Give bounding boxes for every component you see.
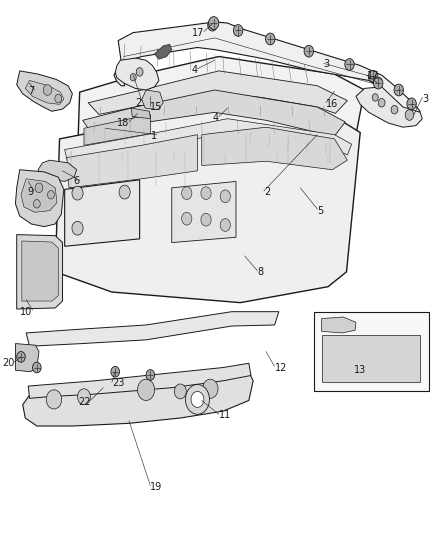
Circle shape <box>55 94 62 103</box>
Circle shape <box>378 99 385 107</box>
Circle shape <box>35 183 43 192</box>
Text: 3: 3 <box>324 60 330 69</box>
Text: 19: 19 <box>150 482 162 492</box>
Circle shape <box>182 187 192 199</box>
Polygon shape <box>114 22 420 117</box>
Polygon shape <box>28 364 251 398</box>
Polygon shape <box>15 169 64 227</box>
Text: 17: 17 <box>367 71 379 81</box>
Polygon shape <box>15 344 39 372</box>
Polygon shape <box>202 127 347 169</box>
Text: 18: 18 <box>117 118 129 128</box>
Text: 2: 2 <box>264 187 270 197</box>
Polygon shape <box>83 90 345 139</box>
Circle shape <box>138 379 155 400</box>
Polygon shape <box>321 317 356 333</box>
Text: 2: 2 <box>135 98 142 108</box>
Circle shape <box>201 213 211 226</box>
Polygon shape <box>17 235 63 309</box>
Polygon shape <box>155 44 172 59</box>
Circle shape <box>32 362 41 373</box>
Circle shape <box>208 17 219 29</box>
Circle shape <box>220 219 230 231</box>
Polygon shape <box>38 160 77 181</box>
Polygon shape <box>21 179 57 212</box>
Polygon shape <box>75 56 364 256</box>
Text: 23: 23 <box>112 378 124 389</box>
Text: 10: 10 <box>20 306 32 317</box>
Text: 4: 4 <box>191 65 198 75</box>
Text: 3: 3 <box>422 94 428 104</box>
Circle shape <box>345 59 354 70</box>
Polygon shape <box>65 119 352 159</box>
Circle shape <box>174 384 186 399</box>
Circle shape <box>136 68 143 76</box>
Circle shape <box>72 186 83 200</box>
Circle shape <box>46 390 62 409</box>
Polygon shape <box>314 312 429 391</box>
Polygon shape <box>321 335 420 382</box>
Text: 20: 20 <box>2 358 14 368</box>
Circle shape <box>185 384 209 414</box>
Text: 12: 12 <box>275 362 287 373</box>
Polygon shape <box>131 108 150 119</box>
Polygon shape <box>22 241 58 301</box>
Polygon shape <box>172 181 236 243</box>
Polygon shape <box>23 368 253 426</box>
Circle shape <box>191 391 204 407</box>
Polygon shape <box>67 135 198 188</box>
Text: 8: 8 <box>258 267 264 277</box>
Circle shape <box>146 369 155 380</box>
Text: 6: 6 <box>74 176 80 187</box>
Text: 15: 15 <box>150 102 162 112</box>
Text: 1: 1 <box>151 131 157 141</box>
Circle shape <box>372 94 378 101</box>
Circle shape <box>374 77 383 89</box>
Circle shape <box>78 389 90 405</box>
Text: 22: 22 <box>78 397 90 407</box>
Polygon shape <box>65 180 140 246</box>
Text: 5: 5 <box>318 206 324 216</box>
Text: 16: 16 <box>326 99 338 109</box>
Circle shape <box>72 221 83 235</box>
Text: 9: 9 <box>28 187 34 197</box>
Circle shape <box>208 19 217 31</box>
Circle shape <box>17 352 25 362</box>
Circle shape <box>368 70 378 82</box>
Text: 7: 7 <box>28 86 35 96</box>
Polygon shape <box>25 80 64 104</box>
Circle shape <box>119 185 130 199</box>
Polygon shape <box>55 104 360 303</box>
Polygon shape <box>26 312 279 346</box>
Circle shape <box>394 84 403 96</box>
Text: 17: 17 <box>191 28 204 38</box>
Circle shape <box>111 367 120 377</box>
Polygon shape <box>84 115 150 146</box>
Circle shape <box>220 190 230 203</box>
Circle shape <box>33 199 40 208</box>
Circle shape <box>405 110 414 120</box>
Circle shape <box>182 212 192 225</box>
Circle shape <box>233 25 243 36</box>
Polygon shape <box>17 71 72 111</box>
Circle shape <box>48 190 54 199</box>
Circle shape <box>391 106 398 114</box>
Polygon shape <box>115 58 159 90</box>
Circle shape <box>304 45 314 57</box>
Polygon shape <box>249 130 341 163</box>
Text: 4: 4 <box>213 112 219 123</box>
Text: 13: 13 <box>354 365 366 375</box>
Polygon shape <box>88 71 347 115</box>
Circle shape <box>203 379 218 398</box>
Circle shape <box>407 98 416 110</box>
Circle shape <box>201 187 211 199</box>
Polygon shape <box>356 87 422 127</box>
Polygon shape <box>142 90 163 110</box>
Text: 11: 11 <box>219 410 231 421</box>
Circle shape <box>265 33 275 45</box>
Circle shape <box>130 74 136 81</box>
Circle shape <box>43 85 52 95</box>
